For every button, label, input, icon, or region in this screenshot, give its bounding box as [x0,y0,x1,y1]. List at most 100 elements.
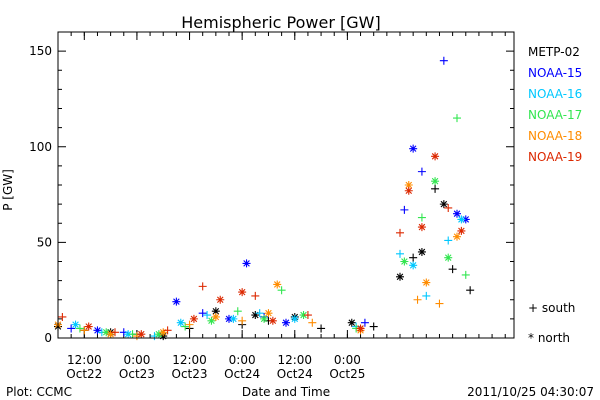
data-point-north [238,288,247,297]
data-point-north [457,215,466,224]
x-tick-label: 12:00 [172,353,207,367]
data-point-north [242,259,251,268]
data-point-north [273,280,282,289]
data-point-south [417,167,426,176]
data-point-south [185,320,194,329]
data-point-north [211,307,220,316]
data-point-north [453,232,461,241]
y-tick-label: 0 [44,331,52,345]
data-point-south [75,324,84,333]
y-tick-label: 100 [29,140,52,154]
marker-key-entry: * north [528,331,570,345]
data-point-south [444,236,453,245]
data-point-south [303,311,312,320]
data-point-south [233,307,242,316]
x-tick-date-label: Oct23 [119,367,155,381]
plot-frame [57,31,515,339]
data-point-north [268,316,277,325]
data-point-north [299,311,308,320]
data-point-north [439,200,448,209]
data-point-south [422,291,431,300]
data-point-south [417,213,426,222]
data-point-south [58,312,67,321]
data-point-north [457,226,466,235]
data-point-north [400,257,409,266]
data-point-south [409,253,418,262]
data-point-south [413,295,422,304]
data-point-south [198,309,207,318]
data-point-north [172,297,181,306]
x-tick-date-label: Oct24 [277,367,313,381]
marker-key-entry: + south [528,301,575,315]
legend-entry: NOAA-16 [528,87,582,101]
data-point-north [264,309,273,318]
data-point-north [176,318,185,327]
legend-entry: NOAA-19 [528,150,582,164]
data-point-south [251,291,260,300]
data-point-north [396,272,404,281]
data-point-north [347,318,356,327]
footer-timestamp: 2011/10/25 04:30:07 [467,385,594,399]
data-point-north [251,311,260,320]
data-points [54,56,475,341]
data-point-south [461,270,470,279]
data-point-north [260,314,269,323]
data-point-south [317,324,326,333]
data-point-north [356,324,365,333]
x-tick-date-label: Oct22 [66,367,102,381]
data-point-north [102,328,111,337]
data-point-north [431,152,440,161]
data-point-north [422,278,431,287]
data-point-south [435,299,444,308]
data-point-south [453,114,461,123]
data-point-north [106,330,115,339]
data-point-south [308,318,317,327]
legend-entry: NOAA-17 [528,108,582,122]
legend-entry: NOAA-15 [528,66,582,80]
data-point-south [163,326,172,335]
data-point-south [203,311,212,320]
data-point-north [453,209,461,218]
x-tick-date-label: Oct23 [172,367,208,381]
chart-title: Hemispheric Power [GW] [181,13,380,32]
data-point-south [128,330,137,339]
marker-key: + south * north [528,301,575,345]
data-point-north [404,181,413,189]
x-axis-label: Date and Time [242,385,330,399]
data-point-south [396,249,404,258]
y-axis-label: P [GW] [1,169,15,211]
x-tick-label: 0:00 [334,353,361,367]
x-tick-label: 0:00 [229,353,256,367]
x-tick-date-label: Oct25 [329,367,365,381]
data-point-north [444,253,453,262]
data-point-north [290,314,299,323]
data-point-north [225,314,233,323]
data-point-north [124,330,133,339]
data-point-north [216,295,225,304]
data-point-north [282,318,290,327]
data-point-north [137,330,146,339]
x-axis-ticks: 12:00Oct220:00Oct2312:00Oct230:00Oct2412… [57,32,506,381]
x-tick-label: 12:00 [277,353,312,367]
data-point-north [417,247,426,256]
data-point-south [431,184,440,193]
legend-entry: NOAA-18 [528,129,582,143]
data-point-south [448,265,457,274]
x-tick-label: 12:00 [67,353,102,367]
data-point-north [417,223,426,232]
data-point-south [238,316,247,325]
data-point-south [400,205,409,214]
legend-entry: METP-02 [528,45,580,59]
data-point-north [409,261,418,270]
data-point-north [229,314,238,323]
data-point-south [396,228,404,237]
data-point-south [360,318,369,327]
data-point-north [71,320,80,329]
data-point-south [198,282,207,291]
data-point-north [84,322,93,331]
data-point-south [277,286,286,295]
data-point-south [111,328,119,337]
y-tick-label: 50 [37,235,52,249]
data-point-north [431,177,440,186]
legend: METP-02 NOAA-15 NOAA-16 NOAA-17 NOAA-18 NOAA-… [528,45,582,164]
